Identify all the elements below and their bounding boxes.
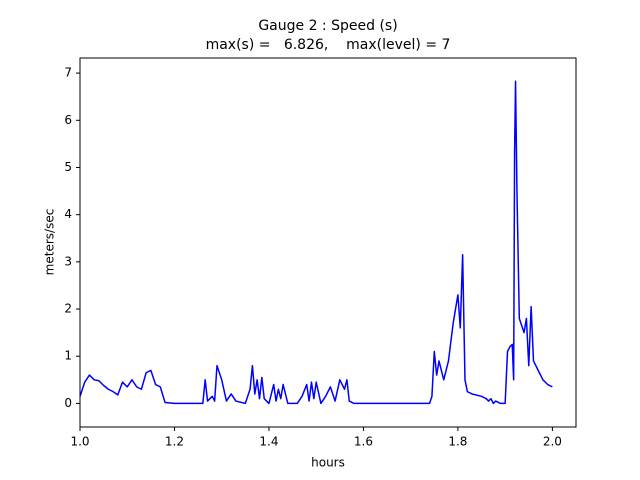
x-axis-label: hours bbox=[311, 456, 345, 470]
y-tick-label: 3 bbox=[64, 254, 72, 268]
y-tick-label: 4 bbox=[64, 207, 72, 221]
y-tick-label: 0 bbox=[64, 396, 72, 410]
x-tick-label: 1.4 bbox=[259, 435, 278, 449]
axes-frame bbox=[79, 57, 577, 428]
x-tick-label: 1.6 bbox=[354, 435, 373, 449]
y-tick-label: 2 bbox=[64, 302, 72, 316]
y-axis-label: meters/sec bbox=[43, 209, 57, 276]
y-tick-label: 7 bbox=[64, 66, 72, 80]
x-tick-label: 1.2 bbox=[165, 435, 184, 449]
y-tick-label: 6 bbox=[64, 113, 72, 127]
x-tick-label: 1.8 bbox=[448, 435, 467, 449]
y-tick-label: 1 bbox=[64, 349, 72, 363]
y-tick-label: 5 bbox=[64, 160, 72, 174]
x-tick-label: 1.0 bbox=[70, 435, 89, 449]
x-tick-label: 2.0 bbox=[543, 435, 562, 449]
data-line bbox=[79, 80, 553, 405]
chart-title: Gauge 2 : Speed (s) bbox=[258, 18, 397, 34]
chart-subtitle: max(s) = 6.826, max(level) = 7 bbox=[206, 37, 451, 53]
